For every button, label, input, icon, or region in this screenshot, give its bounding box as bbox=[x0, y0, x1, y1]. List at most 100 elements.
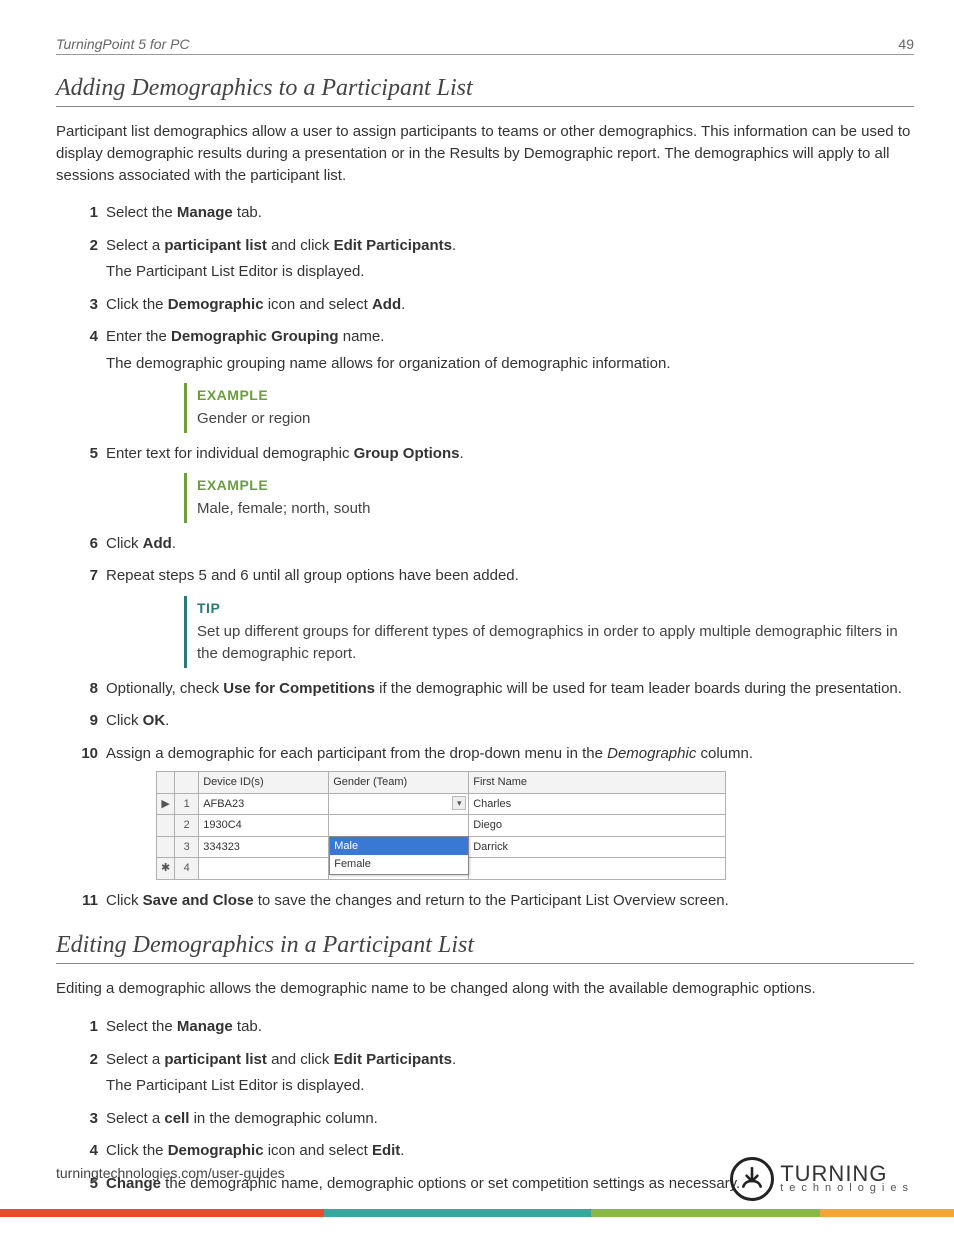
dropdown-option[interactable]: Male bbox=[330, 837, 468, 856]
table-row: 2 1930C4 Male Female Diego bbox=[157, 815, 726, 837]
step-11: 11 Click Save and Close to save the chan… bbox=[56, 890, 914, 913]
demographic-table-screenshot: Device ID(s) Gender (Team) First Name ▶ … bbox=[156, 771, 726, 880]
step-bold: Manage bbox=[177, 1018, 233, 1035]
step-text: Click bbox=[106, 892, 143, 909]
section1-steps: 1 Select the Manage tab. 2 Select a part… bbox=[56, 202, 914, 912]
cell-gender-dropdown-open[interactable]: Male Female bbox=[329, 815, 469, 837]
step-bold: Demographic Grouping bbox=[171, 328, 339, 345]
step-text: and click bbox=[267, 1051, 334, 1068]
cell-device-id[interactable] bbox=[199, 858, 329, 880]
step-text: name. bbox=[339, 328, 385, 345]
step-3: 3 Select a cell in the demographic colum… bbox=[56, 1108, 914, 1131]
col-gender: Gender (Team) bbox=[329, 772, 469, 794]
step-bold: Demographic bbox=[168, 296, 264, 313]
table-row: ▶ 1 AFBA23 Charles bbox=[157, 793, 726, 815]
logo-text-big: TURNING bbox=[780, 1165, 914, 1184]
dropdown-option[interactable]: Female bbox=[330, 855, 468, 874]
step-2: 2 Select a participant list and click Ed… bbox=[56, 235, 914, 284]
cell-device-id[interactable]: 334323 bbox=[199, 836, 329, 858]
step-text: Select the bbox=[106, 1018, 177, 1035]
step-text: . bbox=[172, 535, 176, 552]
gender-dropdown-menu: Male Female bbox=[329, 836, 469, 875]
step-text: Select a bbox=[106, 1110, 164, 1127]
row-number: 4 bbox=[175, 858, 199, 880]
step-text: . bbox=[401, 296, 405, 313]
step-2: 2 Select a participant list and click Ed… bbox=[56, 1049, 914, 1098]
tip-callout: TIP Set up different groups for differen… bbox=[184, 596, 914, 668]
step-bold: Edit bbox=[372, 1142, 400, 1159]
example-callout-1: EXAMPLE Gender or region bbox=[184, 383, 914, 433]
step-bold: participant list bbox=[164, 1051, 267, 1068]
row-number: 3 bbox=[175, 836, 199, 858]
step-number: 2 bbox=[72, 1049, 98, 1072]
step-text: if the demographic will be used for team… bbox=[375, 680, 902, 697]
step-text: tab. bbox=[233, 204, 262, 221]
step-text: and click bbox=[267, 237, 334, 254]
step-number: 5 bbox=[72, 443, 98, 466]
step-bold: Add bbox=[143, 535, 172, 552]
cell-first-name[interactable]: Darrick bbox=[469, 836, 726, 858]
callout-body: Set up different groups for different ty… bbox=[197, 621, 914, 666]
step-text: Click the bbox=[106, 1142, 168, 1159]
section-title-1: Adding Demographics to a Participant Lis… bbox=[56, 75, 914, 107]
step-italic: Demographic bbox=[607, 745, 696, 762]
step-text: Click the bbox=[106, 296, 168, 313]
step-number: 4 bbox=[72, 1140, 98, 1163]
step-sub: The Participant List Editor is displayed… bbox=[106, 1075, 914, 1098]
callout-label: EXAMPLE bbox=[197, 475, 914, 496]
step-8: 8 Optionally, check Use for Competitions… bbox=[56, 678, 914, 701]
row-marker-icon: ▶ bbox=[157, 793, 175, 815]
step-text: . bbox=[459, 445, 463, 462]
step-1: 1 Select the Manage tab. bbox=[56, 202, 914, 225]
step-text: Optionally, check bbox=[106, 680, 223, 697]
step-number: 4 bbox=[72, 326, 98, 349]
row-marker-icon: ✱ bbox=[157, 858, 175, 880]
section-title-2: Editing Demographics in a Participant Li… bbox=[56, 932, 914, 964]
step-number: 1 bbox=[72, 1016, 98, 1039]
col-device-id: Device ID(s) bbox=[199, 772, 329, 794]
step-1: 1 Select the Manage tab. bbox=[56, 1016, 914, 1039]
step-number: 1 bbox=[72, 202, 98, 225]
col-first-name: First Name bbox=[469, 772, 726, 794]
step-bold: Manage bbox=[177, 204, 233, 221]
step-7: 7 Repeat steps 5 and 6 until all group o… bbox=[56, 565, 914, 668]
step-text: Assign a demographic for each participan… bbox=[106, 745, 607, 762]
step-number: 10 bbox=[72, 743, 98, 766]
step-bold: OK bbox=[143, 712, 166, 729]
cell-first-name[interactable] bbox=[469, 858, 726, 880]
col-rownum bbox=[175, 772, 199, 794]
header-title: TurningPoint 5 for PC bbox=[56, 36, 190, 52]
step-number: 8 bbox=[72, 678, 98, 701]
step-3: 3 Click the Demographic icon and select … bbox=[56, 294, 914, 317]
step-text: . bbox=[165, 712, 169, 729]
step-number: 2 bbox=[72, 235, 98, 258]
step-text: Select a bbox=[106, 237, 164, 254]
footer-logo: TURNING technologies bbox=[730, 1157, 914, 1201]
callout-label: TIP bbox=[197, 598, 914, 619]
step-9: 9 Click OK. bbox=[56, 710, 914, 733]
step-10: 10 Assign a demographic for each partici… bbox=[56, 743, 914, 880]
step-bold: Edit Participants bbox=[334, 237, 452, 254]
logo-text-small: technologies bbox=[780, 1184, 914, 1193]
section2-intro: Editing a demographic allows the demogra… bbox=[56, 978, 914, 1000]
step-bold: cell bbox=[164, 1110, 189, 1127]
step-bold: Save and Close bbox=[143, 892, 254, 909]
header-pagenum: 49 bbox=[898, 36, 914, 52]
cell-device-id[interactable]: 1930C4 bbox=[199, 815, 329, 837]
cell-device-id[interactable]: AFBA23 bbox=[199, 793, 329, 815]
step-text: to save the changes and return to the Pa… bbox=[254, 892, 729, 909]
cell-gender-dropdown[interactable] bbox=[329, 793, 469, 815]
page-header: TurningPoint 5 for PC 49 bbox=[56, 36, 914, 55]
step-text: column. bbox=[696, 745, 753, 762]
step-5: 5 Enter text for individual demographic … bbox=[56, 443, 914, 523]
row-number: 1 bbox=[175, 793, 199, 815]
cell-first-name[interactable]: Diego bbox=[469, 815, 726, 837]
step-text: icon and select bbox=[264, 296, 372, 313]
row-marker-icon bbox=[157, 836, 175, 858]
step-bold: Use for Competitions bbox=[223, 680, 375, 697]
cell-first-name[interactable]: Charles bbox=[469, 793, 726, 815]
row-number: 2 bbox=[175, 815, 199, 837]
step-number: 7 bbox=[72, 565, 98, 588]
logo-mark-icon bbox=[730, 1157, 774, 1201]
step-bold: Demographic bbox=[168, 1142, 264, 1159]
